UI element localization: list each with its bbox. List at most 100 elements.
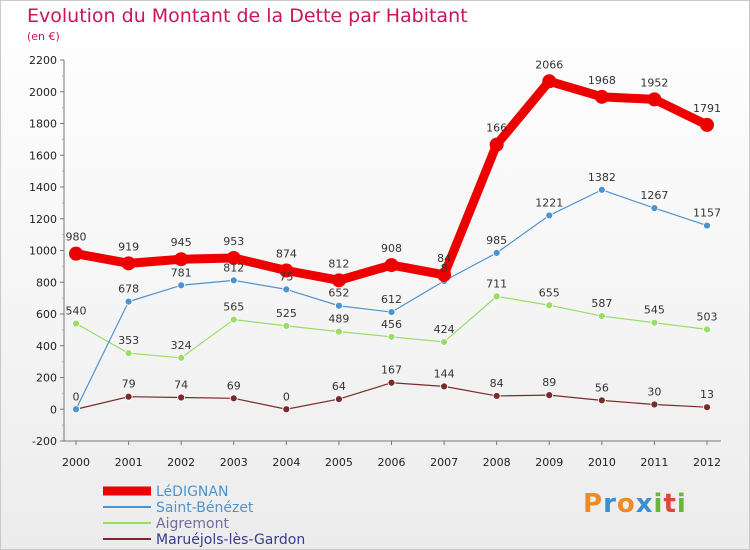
y-tick-label: 600 <box>36 308 57 321</box>
data-point-1 <box>703 221 711 230</box>
x-tick-label: 2003 <box>220 456 248 469</box>
data-point-1 <box>387 308 396 316</box>
logo-letter: o <box>616 489 636 519</box>
data-point-3 <box>282 405 291 414</box>
data-point-0 <box>226 250 241 265</box>
data-point-0 <box>174 252 189 267</box>
data-label: 652 <box>328 287 349 300</box>
data-label: 874 <box>276 248 297 261</box>
data-label: 908 <box>381 242 402 255</box>
y-tick-label: 400 <box>36 340 57 353</box>
data-point-0 <box>700 117 714 132</box>
data-label: 1221 <box>535 196 563 209</box>
y-tick-label: 1000 <box>29 245 57 258</box>
data-point-3 <box>229 394 238 403</box>
data-label: 540 <box>66 305 87 318</box>
data-point-1 <box>229 276 238 285</box>
x-tick-label: 2009 <box>535 456 563 469</box>
x-tick-label: 2012 <box>693 456 721 469</box>
data-label: 74 <box>174 379 188 392</box>
y-tick-label: 1400 <box>29 181 57 194</box>
data-label: 69 <box>227 379 241 392</box>
data-label: 1382 <box>588 171 616 184</box>
data-label: 678 <box>118 283 139 296</box>
y-tick-label: 200 <box>36 372 57 385</box>
y-tick-label: 0 <box>50 403 57 416</box>
data-label: 79 <box>122 378 136 391</box>
data-point-2 <box>703 325 711 334</box>
data-label: 84 <box>490 377 504 390</box>
data-point-2 <box>72 319 80 328</box>
data-label: 565 <box>223 301 244 314</box>
data-label: 503 <box>697 310 718 323</box>
data-point-2 <box>650 318 659 327</box>
data-label: 812 <box>223 261 244 274</box>
data-point-3 <box>387 378 396 387</box>
data-label: 75 <box>279 270 293 283</box>
data-label: 1791 <box>693 102 721 115</box>
logo-letter: x <box>635 489 654 519</box>
data-label: 30 <box>647 385 661 398</box>
data-point-1 <box>597 185 606 194</box>
data-point-1 <box>545 211 554 220</box>
data-label: 612 <box>381 293 402 306</box>
legend-label-1: Saint-Bénézet <box>156 500 254 516</box>
data-point-3 <box>335 395 343 403</box>
data-point-2 <box>282 322 291 330</box>
legend-label-2: Aigremont <box>156 516 229 532</box>
proxiti-logo: Proxiti <box>583 489 687 519</box>
series-line-3 <box>75 382 708 410</box>
x-tick-label: 2000 <box>62 456 90 469</box>
data-point-2 <box>492 292 501 301</box>
data-point-1 <box>650 204 659 213</box>
logo-letter: i <box>676 489 687 519</box>
x-tick-label: 2005 <box>325 456 353 469</box>
data-label: 655 <box>539 286 560 299</box>
data-point-0 <box>279 263 294 278</box>
logo-letter: P <box>583 489 604 519</box>
data-label: 13 <box>700 388 714 401</box>
data-point-3 <box>703 403 711 412</box>
data-point-1 <box>72 405 80 414</box>
data-point-3 <box>124 392 133 401</box>
data-point-1 <box>177 281 186 290</box>
x-tick-label: 2002 <box>167 456 195 469</box>
data-label: 489 <box>328 313 349 326</box>
logo-letter: t <box>663 489 677 519</box>
data-label: 919 <box>118 240 139 253</box>
chart-subtitle: (en €) <box>27 30 60 43</box>
data-label: 456 <box>381 318 402 331</box>
data-point-0 <box>331 273 346 288</box>
data-label: 1267 <box>640 189 668 202</box>
chart-title: Evolution du Montant de la Dette par Hab… <box>27 5 468 27</box>
data-point-0 <box>489 137 504 152</box>
data-label: 1157 <box>693 207 721 220</box>
data-point-2 <box>177 353 186 362</box>
data-point-2 <box>387 332 396 341</box>
data-point-3 <box>177 393 186 402</box>
logo-letter: i <box>653 489 664 519</box>
data-point-1 <box>124 297 133 306</box>
data-label: 353 <box>118 334 139 347</box>
data-label: 424 <box>434 323 455 336</box>
data-point-2 <box>597 312 606 320</box>
data-point-3 <box>597 396 606 405</box>
x-tick-label: 2006 <box>378 456 406 469</box>
data-point-3 <box>492 392 501 400</box>
data-point-3 <box>545 391 554 400</box>
data-label: 0 <box>73 390 80 403</box>
data-label: 781 <box>171 266 192 279</box>
x-tick-label: 2008 <box>483 456 511 469</box>
data-label: 587 <box>591 297 612 310</box>
data-point-2 <box>229 315 238 324</box>
y-tick-label: 1600 <box>29 149 57 162</box>
data-point-0 <box>647 92 662 107</box>
data-label: 945 <box>171 236 192 249</box>
data-label: 167 <box>381 364 402 377</box>
data-label: 166 <box>486 122 507 135</box>
data-point-1 <box>282 285 291 294</box>
data-point-0 <box>437 267 452 282</box>
y-tick-label: 800 <box>36 276 57 289</box>
